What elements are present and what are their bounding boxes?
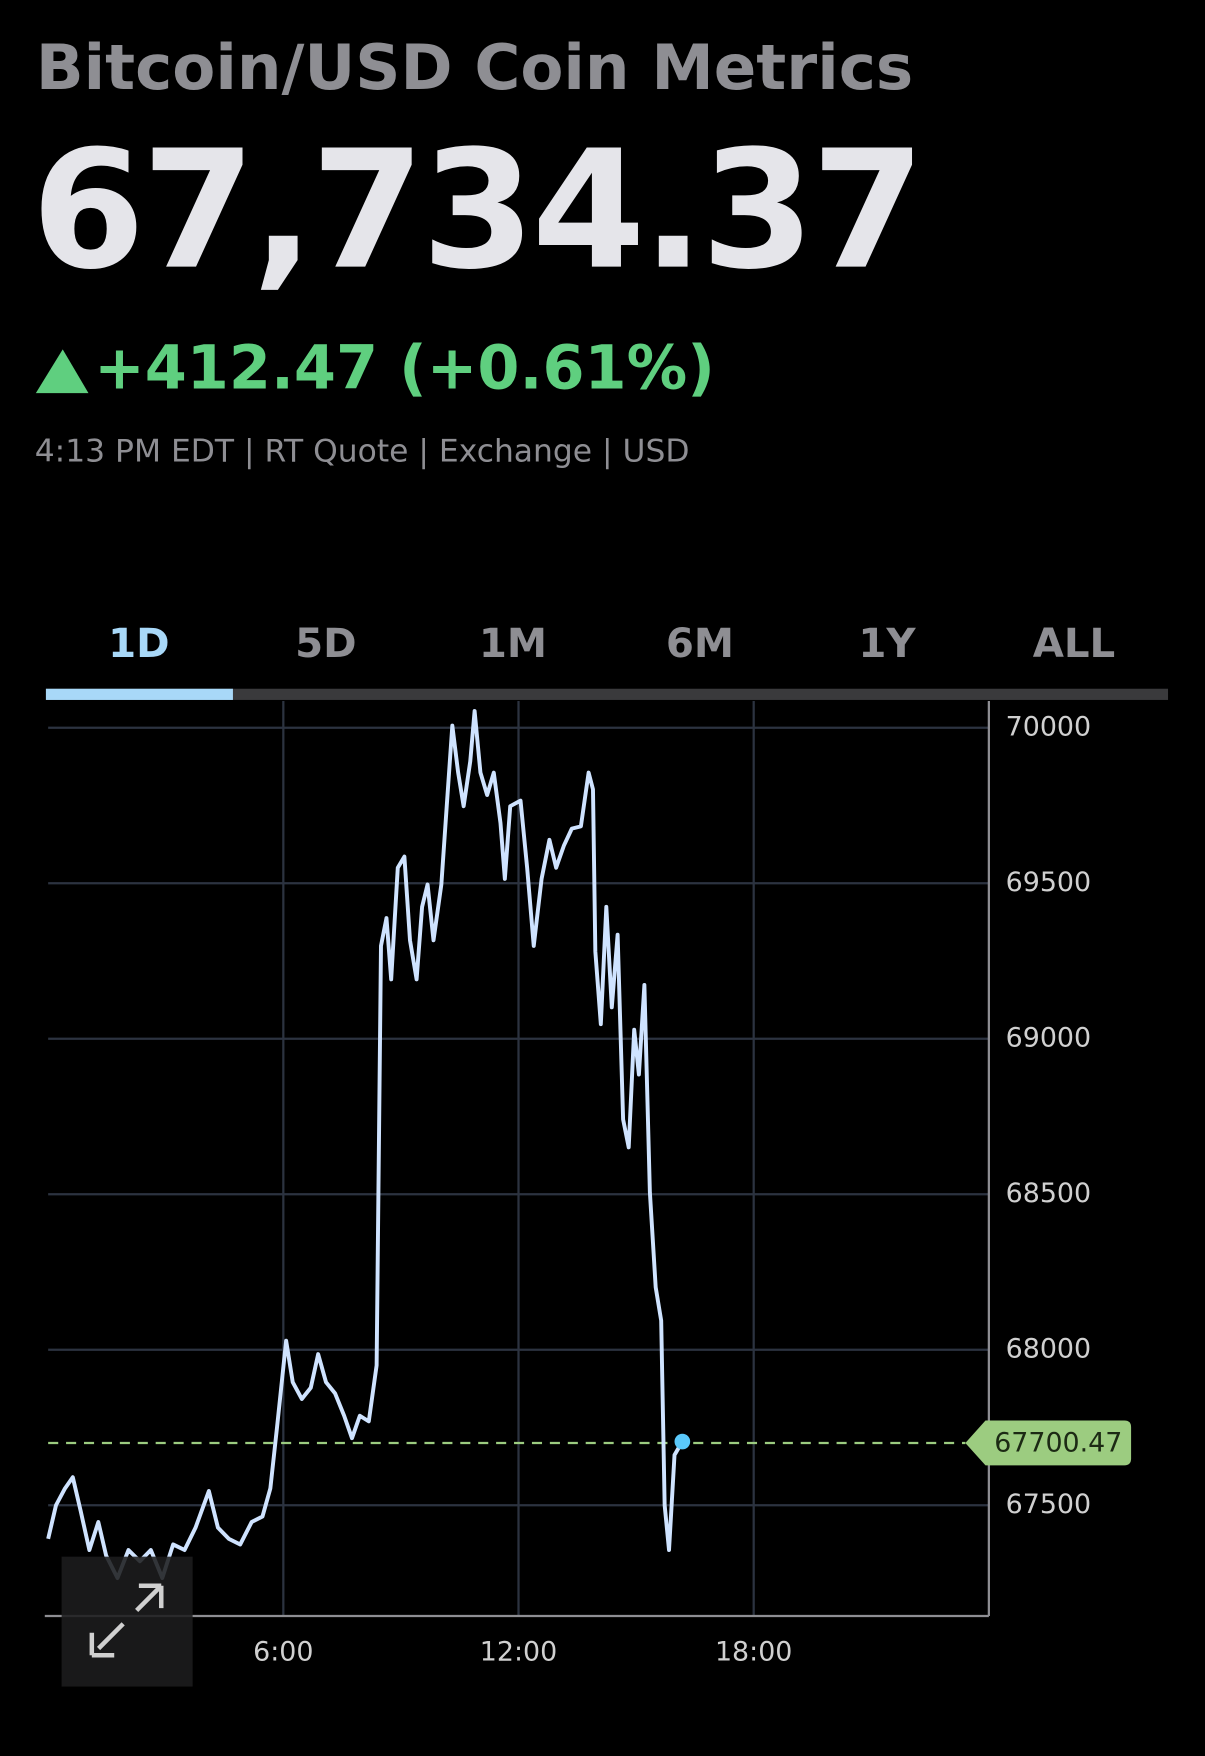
- title: Bitcoin/USD Coin Metrics: [36, 31, 913, 104]
- last-price-label: 67700.47: [994, 1428, 1122, 1459]
- expand-bg: [61, 1556, 193, 1687]
- expand-icon: [89, 1583, 164, 1658]
- x-tick-label: 12:00: [480, 1636, 557, 1667]
- expand-button[interactable]: [61, 1556, 193, 1687]
- up-arrow: [35, 349, 89, 394]
- y-tick-label: 68500: [1006, 1178, 1091, 1209]
- y-tick-label: 69000: [1006, 1022, 1091, 1053]
- tab[interactable]: 5D: [295, 620, 357, 667]
- last-point: [674, 1433, 691, 1450]
- tab[interactable]: 1Y: [858, 620, 916, 667]
- tabs: 1D 5D 1M 6M 1Y ALL: [45, 620, 1116, 700]
- tab-track: [45, 688, 1169, 700]
- tab[interactable]: ALL: [1033, 620, 1116, 667]
- tab[interactable]: 1M: [479, 620, 547, 667]
- tab[interactable]: 6M: [666, 620, 734, 667]
- meta: 4:13 PM EDT | RT Quote | Exchange | USD: [35, 433, 690, 469]
- tab-indicator: [45, 688, 233, 700]
- price: 67,734.37: [31, 115, 921, 306]
- chart: 67500 68000 68500 69000 69500 70000 6:00 12:00 1…: [44, 701, 1132, 1667]
- tab[interactable]: 1D: [108, 620, 170, 667]
- x-tick-label: 18:00: [715, 1636, 792, 1667]
- price-line: [46, 709, 685, 1581]
- x-tick-label: 6:00: [253, 1636, 313, 1667]
- y-tick-label: 69500: [1006, 867, 1091, 898]
- y-tick-label: 70000: [1006, 711, 1091, 742]
- y-tick-label: 67500: [1006, 1489, 1091, 1520]
- last-price-tag: [965, 1420, 1132, 1466]
- change: +412.47 (+0.61%): [94, 333, 715, 403]
- y-tick-label: 68000: [1006, 1333, 1091, 1364]
